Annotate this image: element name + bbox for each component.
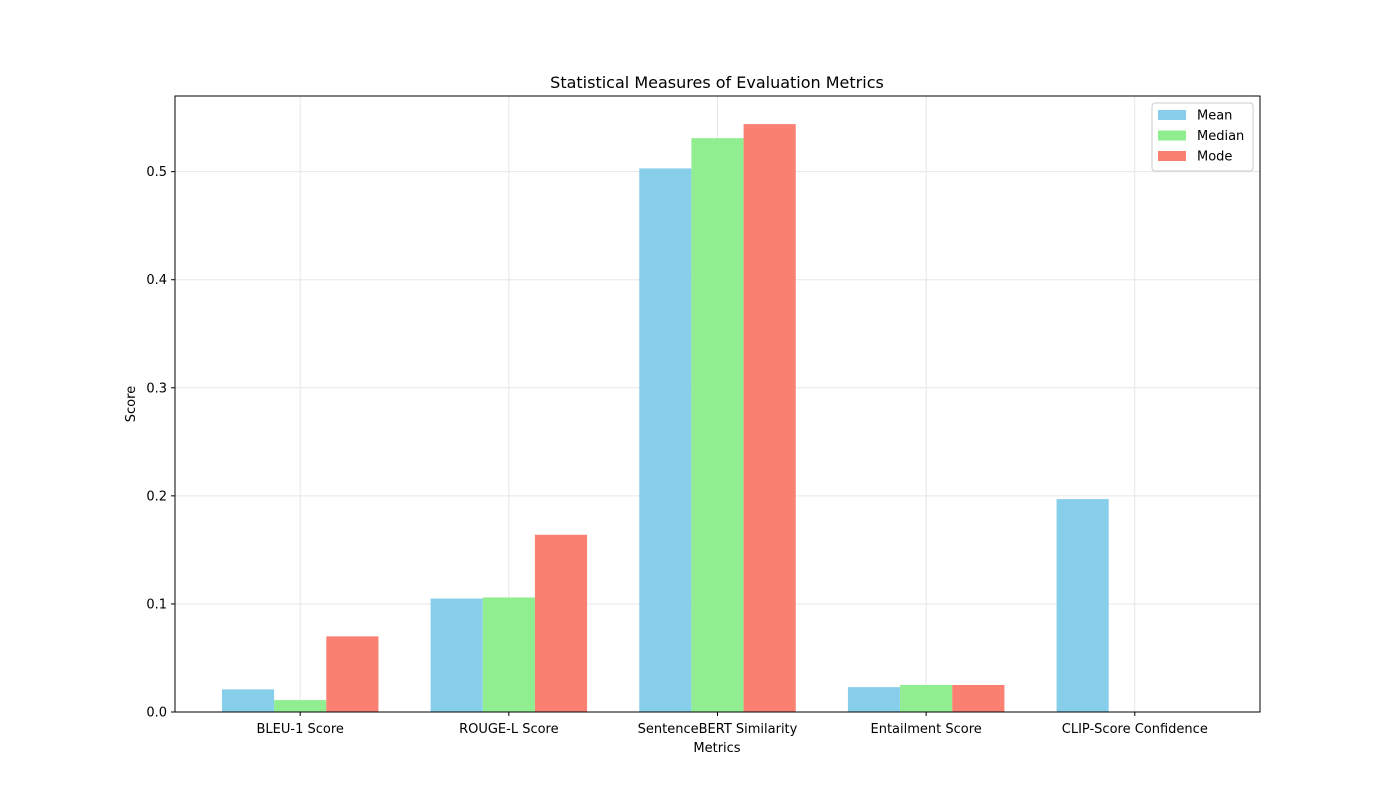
bar-mode (952, 684, 1005, 712)
bar-mode (534, 534, 588, 712)
y-tick-label: 0.0 (146, 706, 167, 721)
bar-mean (430, 598, 483, 712)
y-axis-label: Score (124, 386, 139, 422)
y-tick-label: 0.5 (146, 165, 167, 180)
x-tick-label: BLEU-1 Score (256, 722, 343, 737)
legend-label: Mean (1197, 109, 1232, 124)
legend-swatch (1158, 130, 1186, 141)
x-tick-label: SentenceBERT Similarity (638, 722, 798, 737)
x-tick-label: CLIP-Score Confidence (1062, 722, 1208, 737)
chart-title: Statistical Measures of Evaluation Metri… (550, 73, 884, 92)
bar-median (691, 138, 744, 713)
bar-mean (1056, 499, 1109, 712)
legend-label: Mode (1197, 150, 1232, 165)
x-tick-label: ROUGE-L Score (459, 722, 559, 737)
y-tick-label: 0.3 (146, 381, 167, 396)
bar-mean (639, 168, 692, 713)
bar-median (900, 684, 953, 712)
x-axis-label: Metrics (693, 741, 740, 756)
bar-mode (743, 124, 796, 712)
axis-ticks: 0.0 0.1 0.2 0.3 0.4 0.5 BLEU-1 Score ROUGE-L Sc… (146, 165, 1208, 737)
bar-median (482, 597, 535, 712)
legend-swatch (1158, 151, 1186, 161)
legend-swatch (1158, 110, 1186, 120)
bar-mode (326, 636, 379, 712)
y-tick-label: 0.2 (146, 489, 167, 504)
x-tick-label: Entailment Score (871, 722, 982, 737)
bar-mean (221, 689, 275, 712)
legend: Mean Median Mode (1151, 102, 1254, 172)
y-tick-label: 0.1 (146, 597, 167, 612)
bar-mean (847, 687, 901, 712)
bar-median (274, 700, 327, 712)
y-tick-label: 0.4 (146, 273, 167, 288)
legend-label: Median (1197, 129, 1244, 144)
bars (221, 124, 1109, 713)
